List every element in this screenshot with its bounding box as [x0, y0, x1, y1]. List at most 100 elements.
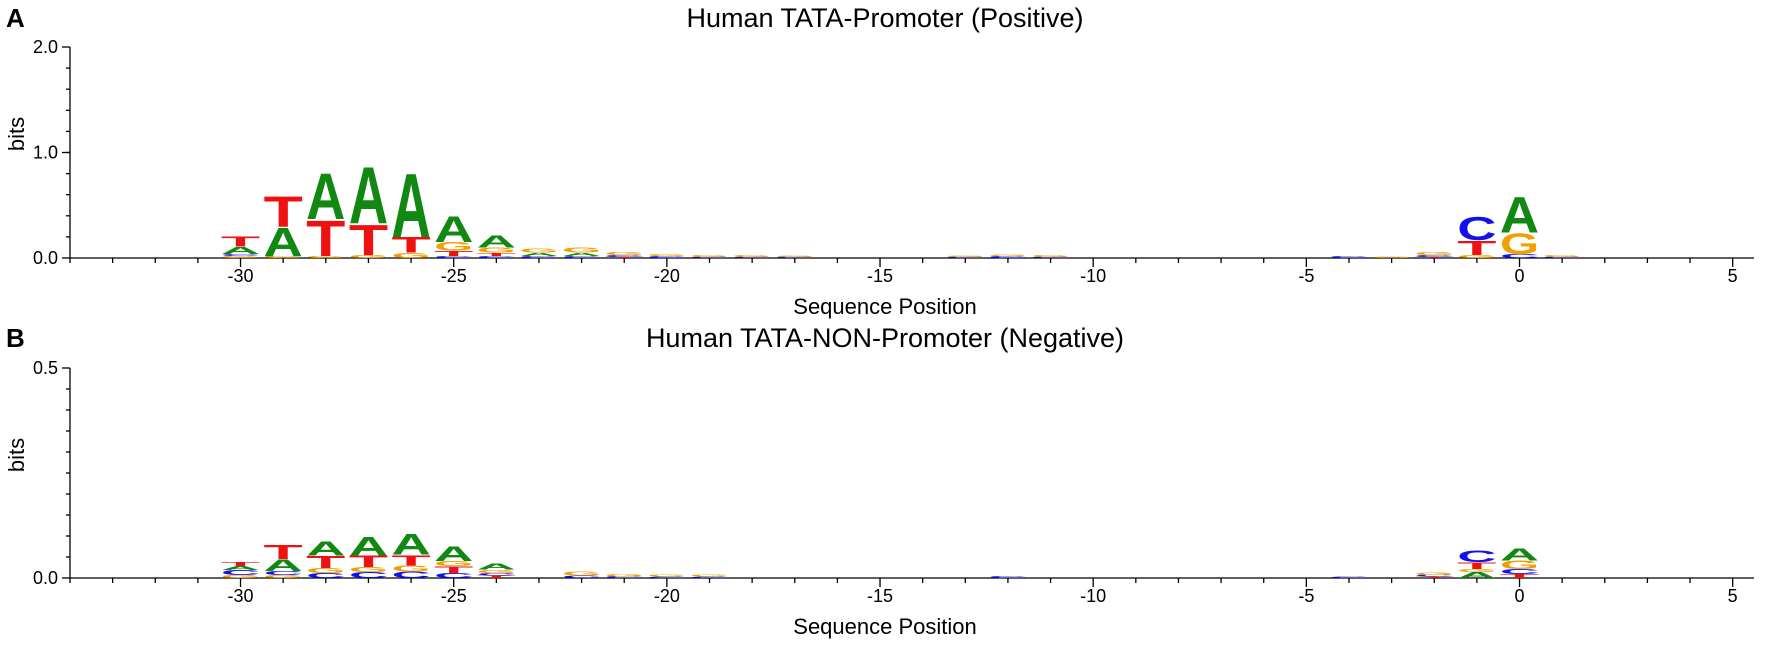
logo-letter-C: C	[562, 255, 601, 258]
x-tick-label: -30	[228, 586, 254, 606]
logo-letter-C: C	[1031, 257, 1070, 259]
logo-letter-C: C	[1415, 254, 1454, 257]
logo-letter-C: C	[647, 576, 686, 578]
logo-letter-A: A	[519, 252, 558, 257]
logo-letter-A: A	[221, 565, 260, 571]
logo-letter-C: C	[519, 255, 558, 258]
logo-letter-T: T	[306, 210, 345, 267]
panel-a: A Human TATA-Promoter (Positive) bits Se…	[4, 3, 1754, 319]
logo-letter-G: G	[690, 254, 729, 257]
x-tick-label: -15	[867, 586, 893, 606]
logo-letter-C: C	[690, 576, 729, 578]
logo-letter-G: G	[605, 251, 644, 256]
logo-letter-A: A	[391, 154, 430, 256]
logo-letter-C: C	[1415, 575, 1454, 578]
logo-letter-G: G	[1500, 227, 1539, 260]
logo-letter-C: C	[306, 572, 345, 580]
logo-letter-G: G	[1031, 254, 1070, 257]
logo-letter-C: C	[264, 570, 303, 576]
logo-letter-G: G	[349, 254, 388, 259]
logo-letter-G: G	[264, 574, 303, 579]
logo-letter-G: G	[477, 246, 516, 254]
logo-letter-C: C	[434, 572, 473, 580]
logo-letter-T: T	[1457, 237, 1496, 260]
logo-letter-C: C	[1457, 548, 1496, 566]
x-tick-label: 5	[1728, 586, 1738, 606]
logo-letter-G: G	[519, 247, 558, 254]
logo-letter-A: A	[349, 532, 388, 562]
logo-letter-T: T	[1457, 560, 1496, 571]
panel-b-x-axis-label: Sequence Position	[793, 614, 976, 639]
logo-letter-C: C	[605, 254, 644, 257]
logo-letter-G: G	[306, 255, 345, 258]
logo-letter-A: A	[1500, 187, 1539, 244]
logo-letter-C: C	[1329, 576, 1368, 578]
logo-letter-G: G	[221, 574, 260, 579]
logo-letter-C: C	[391, 570, 430, 580]
logo-letter-A: A	[306, 159, 345, 233]
logo-letter-C: C	[434, 255, 473, 258]
logo-letter-C: C	[1543, 257, 1582, 259]
logo-letter-C: C	[988, 576, 1027, 579]
logo-letter-G: G	[434, 240, 473, 253]
logo-letter-G: G	[946, 256, 985, 258]
logo-letter-G: G	[647, 574, 686, 577]
logo-letter-G: G	[349, 566, 388, 574]
y-tick-label: 1.0	[33, 143, 58, 163]
y-tick-label: 0.0	[33, 248, 58, 268]
logo-letter-A: A	[221, 245, 260, 256]
panel-a-axes: 0.0 1.0 2.0 -30 -25 -20 -15 -10 -5 0 5	[33, 37, 1754, 286]
logo-letter-T: T	[1500, 573, 1539, 580]
logo-letter-T: T	[349, 552, 389, 570]
x-tick-label: 0	[1515, 586, 1525, 606]
logo-letter-C: C	[946, 257, 985, 259]
logo-letter-C: C	[605, 576, 644, 579]
panel-a-y-axis-label: bits	[4, 117, 29, 151]
x-tick-label: -15	[867, 266, 893, 286]
logo-letter-A: A	[477, 562, 516, 571]
logo-letter-G: G	[306, 567, 345, 575]
logo-letter-C: C	[477, 255, 516, 258]
logo-letter-C: C	[988, 255, 1027, 258]
logo-letter-C: C	[1500, 253, 1539, 260]
logo-letter-G: G	[1543, 254, 1582, 257]
panel-a-x-axis-label: Sequence Position	[793, 294, 976, 319]
logo-letter-A: A	[391, 529, 430, 561]
logo-letter-A: A	[1500, 544, 1539, 564]
logo-letter-A: A	[434, 209, 473, 250]
panel-b-title: Human TATA-NON-Promoter (Negative)	[646, 323, 1124, 353]
panel-a-title: Human TATA-Promoter (Positive)	[686, 3, 1083, 33]
logo-letter-A: A	[349, 150, 388, 240]
logo-letter-A: A	[306, 537, 345, 560]
logo-letter-G: G	[1415, 572, 1454, 576]
logo-letter-T: T	[349, 215, 388, 265]
logo-letter-T: T	[1415, 257, 1455, 259]
logo-letter-G: G	[562, 570, 601, 577]
logo-letter-A: A	[264, 557, 303, 575]
panel-a-letter: A	[6, 3, 25, 33]
logo-letter-G: G	[1500, 558, 1539, 571]
x-tick-label: -5	[1298, 266, 1314, 286]
logo-letter-G: G	[647, 253, 686, 256]
logo-letter-G: G	[562, 246, 601, 254]
logo-letter-A: A	[1457, 571, 1496, 580]
x-tick-label: -10	[1080, 266, 1106, 286]
logo-letter-G: G	[264, 255, 303, 258]
x-tick-label: -20	[654, 266, 680, 286]
logo-letter-C: C	[1329, 255, 1368, 258]
logo-letter-G: G	[1415, 251, 1454, 256]
logo-letter-G: G	[733, 254, 772, 257]
logo-letter-G: G	[775, 256, 814, 258]
logo-letter-C: C	[1457, 209, 1496, 247]
x-tick-label: -30	[228, 266, 254, 286]
logo-letter-T: T	[477, 575, 517, 579]
logo-letter-A: A	[434, 542, 473, 565]
logo-letter-C: C	[775, 257, 814, 259]
logo-letter-T: T	[391, 552, 430, 569]
logo-letter-G: G	[1372, 257, 1411, 259]
logo-letter-C: C	[647, 255, 686, 258]
logo-letter-C: C	[349, 571, 388, 580]
